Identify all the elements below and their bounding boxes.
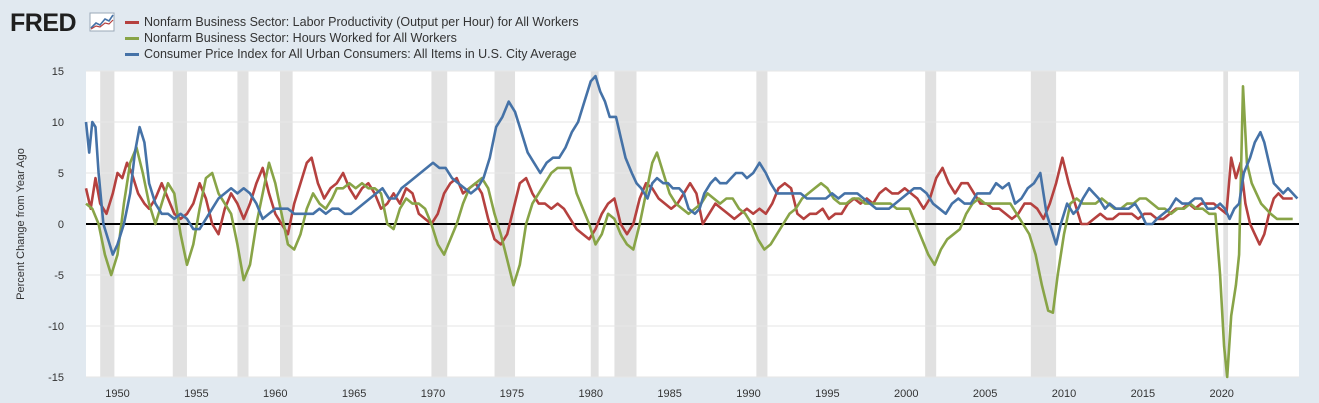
fred-logo-graph-icon <box>89 12 115 32</box>
x-tick-label: 1995 <box>815 388 839 400</box>
x-axis-ticks: 1950 1955 1960 1965 1970 1975 1980 1985 1990 1995… <box>105 388 1234 400</box>
x-tick-label: 1960 <box>263 388 287 400</box>
y-tick-label: -10 <box>48 321 64 333</box>
y-tick-label: -5 <box>54 270 64 282</box>
x-tick-label: 2000 <box>894 388 918 400</box>
fred-logo: FRED <box>10 9 77 37</box>
y-tick-label: -15 <box>48 372 64 384</box>
series-line <box>84 74 1299 256</box>
x-tick-label: 2015 <box>1131 388 1155 400</box>
x-tick-label: 1990 <box>736 388 760 400</box>
legend-swatch <box>125 36 139 40</box>
x-tick-label: 2005 <box>973 388 997 400</box>
y-tick-label: 10 <box>52 117 64 129</box>
x-tick-label: 2010 <box>1052 388 1076 400</box>
legend-swatch <box>125 52 139 56</box>
x-tick-label: 1985 <box>657 388 681 400</box>
x-tick-label: 1955 <box>184 388 208 400</box>
series-line <box>84 156 1293 246</box>
legend-label: Nonfarm Business Sector: Labor Productiv… <box>144 15 579 29</box>
legend-item-hours-worked: Nonfarm Business Sector: Hours Worked fo… <box>125 30 579 46</box>
legend-item-cpi: Consumer Price Index for All Urban Consu… <box>125 46 579 62</box>
chart-legend: Nonfarm Business Sector: Labor Productiv… <box>125 14 579 62</box>
y-axis-label: Percent Change from Year Ago <box>15 148 27 300</box>
grid-lines <box>86 70 1299 378</box>
y-tick-label: 15 <box>52 66 64 78</box>
legend-swatch <box>125 20 139 24</box>
x-tick-label: 1980 <box>579 388 603 400</box>
x-tick-label: 1950 <box>105 388 129 400</box>
x-tick-label: 1975 <box>500 388 524 400</box>
x-tick-label: 1965 <box>342 388 366 400</box>
y-tick-label: 5 <box>58 168 64 180</box>
x-tick-label: 1970 <box>421 388 445 400</box>
y-tick-label: 0 <box>58 219 64 231</box>
y-axis-ticks: 15 10 5 0 -5 -10 -15 <box>48 66 64 384</box>
legend-label: Nonfarm Business Sector: Hours Worked fo… <box>144 31 457 45</box>
x-tick-label: 2020 <box>1209 388 1233 400</box>
series-lines <box>84 74 1299 379</box>
legend-label: Consumer Price Index for All Urban Consu… <box>144 47 577 61</box>
legend-item-labor-productivity: Nonfarm Business Sector: Labor Productiv… <box>125 14 579 30</box>
